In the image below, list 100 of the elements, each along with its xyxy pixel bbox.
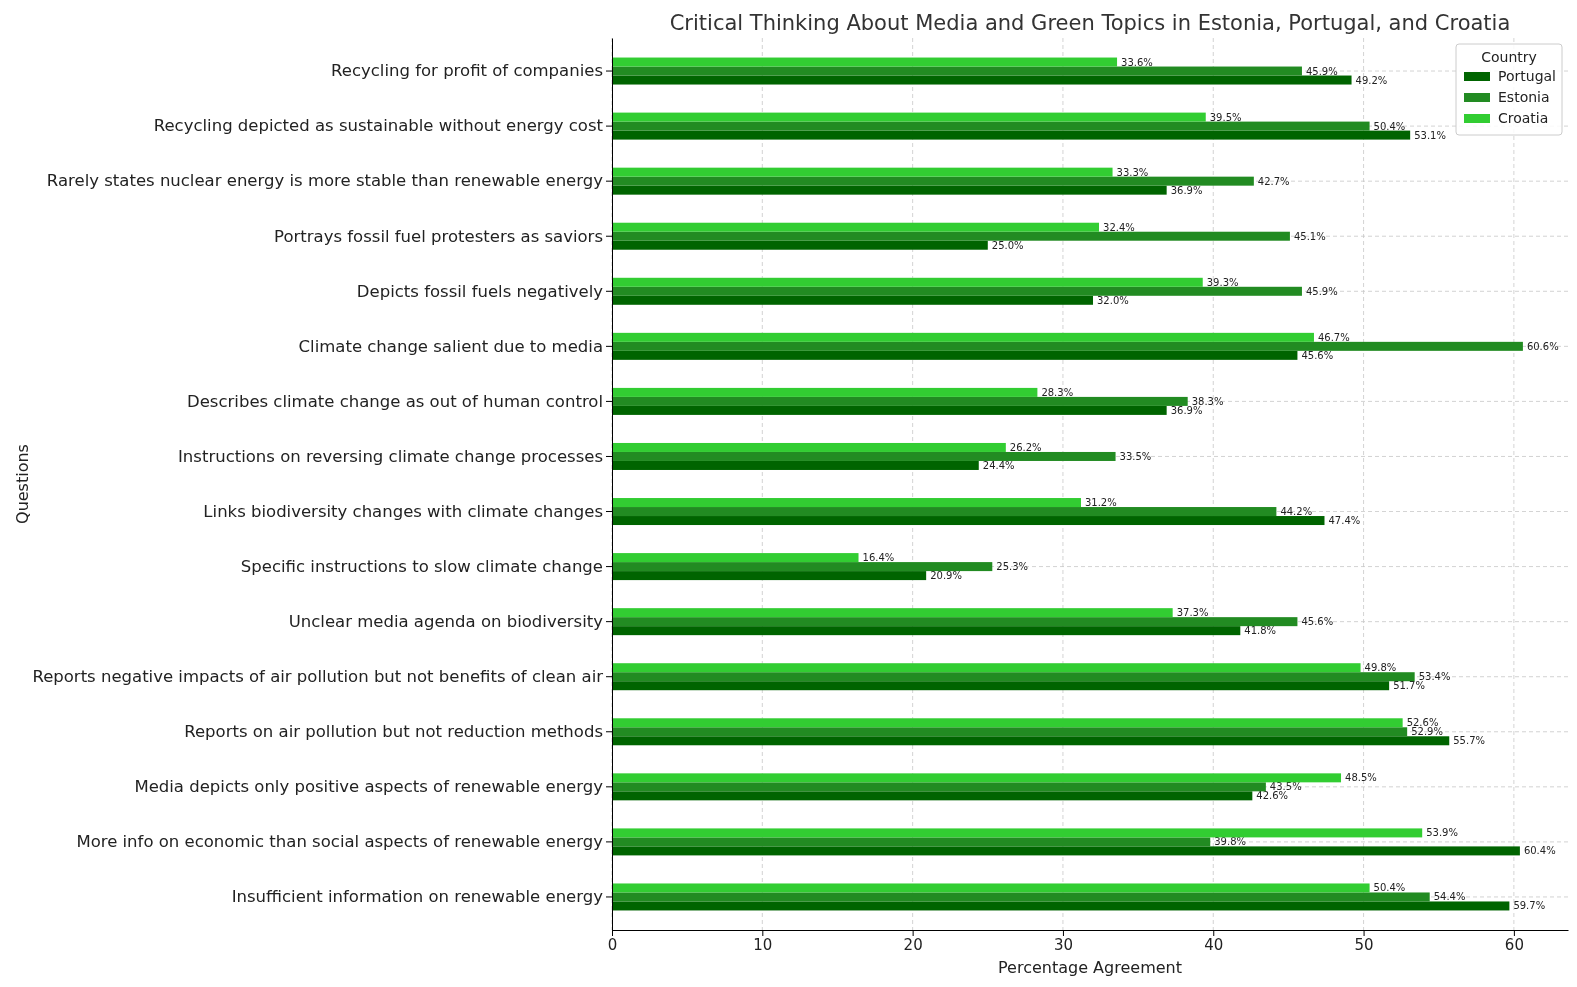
data-label: 24.4% <box>982 459 1015 471</box>
bar <box>612 66 1302 76</box>
y-axis-title: Questions <box>13 444 32 524</box>
bar <box>612 341 1523 351</box>
data-label: 37.3% <box>1176 607 1209 619</box>
bar <box>612 718 1403 728</box>
bar <box>612 608 1173 618</box>
bar <box>612 846 1520 856</box>
legend-label: Portugal <box>1498 68 1556 84</box>
x-tick-label: 30 <box>1053 935 1073 954</box>
x-tick-label: 50 <box>1354 935 1374 954</box>
data-label: 52.9% <box>1411 726 1443 738</box>
chart-title: Critical Thinking About Media and Green Topics in Estonia, Portugal, and Croatia <box>669 11 1511 35</box>
bar <box>612 167 1113 177</box>
data-label: 38.3% <box>1191 395 1224 407</box>
y-tick-label: Unclear media agenda on biodiversity <box>288 611 604 631</box>
bar <box>612 498 1081 508</box>
x-tick-label: 40 <box>1204 935 1224 954</box>
bar <box>612 626 1241 636</box>
bar <box>612 121 1370 131</box>
y-tick-label: Describes climate change as out of human control <box>187 391 603 411</box>
bar <box>612 516 1325 526</box>
data-label: 45.1% <box>1293 230 1326 242</box>
data-label: 42.6% <box>1256 790 1289 802</box>
bar <box>612 451 1116 461</box>
bar <box>612 277 1203 287</box>
bar <box>612 130 1411 140</box>
bar <box>612 782 1266 792</box>
bar <box>612 295 1094 305</box>
data-label: 53.9% <box>1426 827 1458 839</box>
data-label: 55.7% <box>1453 735 1486 747</box>
bar <box>612 681 1390 691</box>
data-label: 48.5% <box>1345 772 1377 784</box>
data-label: 26.2% <box>1009 441 1042 453</box>
bar <box>612 828 1423 838</box>
bar <box>612 57 1118 67</box>
data-label: 33.6% <box>1121 56 1153 68</box>
bar <box>612 396 1188 406</box>
data-label: 60.6% <box>1526 340 1559 352</box>
x-axis-title: Percentage Agreement <box>998 958 1182 977</box>
data-label: 32.4% <box>1103 221 1135 233</box>
data-label: 43.5% <box>1269 781 1302 793</box>
data-label: 39.5% <box>1209 111 1242 123</box>
bar <box>612 553 859 563</box>
data-label: 60.4% <box>1523 845 1556 857</box>
bar <box>612 562 993 572</box>
y-tick-label: Recycling depicted as sustainable without energy cost <box>153 116 604 136</box>
y-tick-label: Reports negative impacts of air pollution but not benefits of clean air <box>32 667 604 686</box>
data-label: 36.9% <box>1170 184 1203 196</box>
bar <box>612 240 988 250</box>
x-tick-label: 0 <box>607 935 618 954</box>
bar <box>612 222 1100 232</box>
data-label: 45.6% <box>1301 349 1334 361</box>
y-tick-label: Climate change salient due to media <box>298 336 603 356</box>
x-tick-label: 20 <box>903 935 923 954</box>
bar <box>612 791 1253 801</box>
data-label: 39.3% <box>1206 276 1239 288</box>
data-label: 45.9% <box>1305 285 1338 297</box>
data-label: 51.7% <box>1393 680 1425 692</box>
data-label: 44.2% <box>1280 506 1313 518</box>
data-label: 52.6% <box>1406 717 1439 729</box>
data-label: 50.4% <box>1373 882 1406 894</box>
bar <box>612 112 1206 122</box>
data-label: 45.9% <box>1305 65 1338 77</box>
data-label: 49.2% <box>1355 74 1388 86</box>
data-label: 53.1% <box>1414 129 1446 141</box>
data-label: 46.7% <box>1317 331 1350 343</box>
data-label: 50.4% <box>1373 120 1406 132</box>
data-label: 53.4% <box>1418 671 1451 683</box>
legend-title: Country <box>1481 49 1537 65</box>
y-tick-label: Media depicts only positive aspects of renewable energy <box>134 777 604 797</box>
bar <box>612 405 1167 415</box>
data-label: 33.3% <box>1116 166 1149 178</box>
data-label: 54.4% <box>1433 891 1466 903</box>
data-label: 20.9% <box>930 570 962 582</box>
bar <box>612 663 1361 673</box>
y-tick-label: Specific instructions to slow climate change <box>240 556 603 576</box>
bar <box>612 892 1430 902</box>
data-label: 28.3% <box>1041 386 1074 398</box>
x-tick-label: 10 <box>753 935 773 954</box>
data-label: 47.4% <box>1328 515 1361 527</box>
data-label: 59.7% <box>1513 900 1546 912</box>
data-label: 16.4% <box>862 552 895 564</box>
bar <box>612 231 1290 241</box>
data-label: 45.6% <box>1301 616 1334 628</box>
bar <box>612 727 1408 737</box>
data-label: 36.9% <box>1170 404 1203 416</box>
bar <box>612 460 979 470</box>
x-tick-label: 60 <box>1504 935 1524 954</box>
legend-label: Estonia <box>1498 89 1550 105</box>
data-label: 33.5% <box>1119 450 1152 462</box>
bar <box>612 773 1342 783</box>
y-tick-label: Rarely states nuclear energy is more stable than renewable energy <box>46 171 604 191</box>
bar <box>612 736 1450 746</box>
data-label: 25.3% <box>996 561 1029 573</box>
legend-label: Croatia <box>1498 110 1549 126</box>
bar <box>612 332 1314 342</box>
data-label: 41.8% <box>1244 625 1277 637</box>
y-tick-label: Instructions on reversing climate change processes <box>178 446 603 466</box>
bar <box>612 286 1302 296</box>
